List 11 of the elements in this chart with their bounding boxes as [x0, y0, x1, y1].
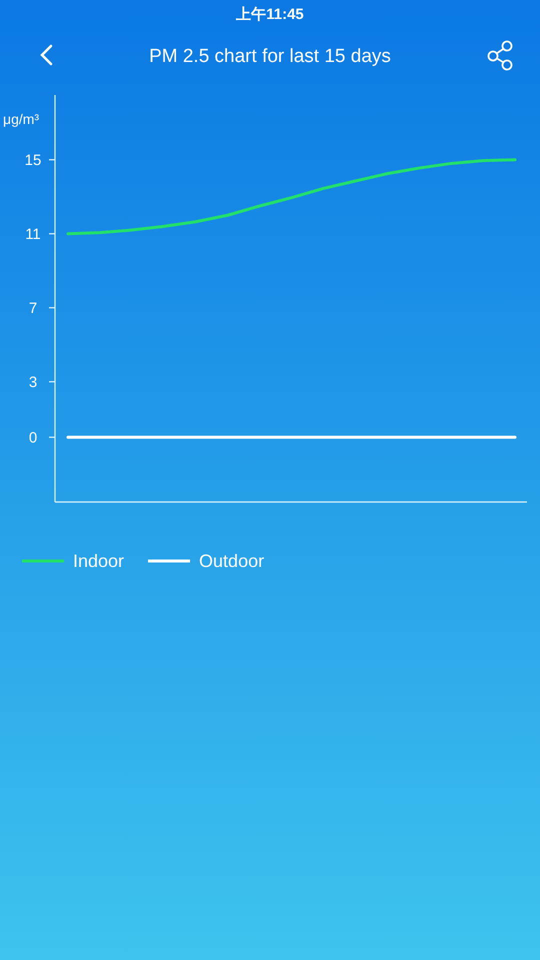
text: 上午11:45: [235, 6, 304, 23]
legend-label: Outdoor: [199, 551, 264, 571]
line-series: [66, 158, 516, 236]
chart-title: PM 2.5 chart for last 15 days: [149, 46, 391, 67]
y-tick-label: 15: [24, 152, 42, 169]
legend-label: Indoor: [73, 551, 124, 571]
y-tick-label: 0: [28, 429, 38, 446]
y-tick-label: 3: [28, 374, 38, 391]
y-tick-label: 7: [28, 300, 38, 317]
y-axis-title: μg/m³: [3, 111, 40, 127]
y-tick-label: 11: [25, 226, 41, 243]
